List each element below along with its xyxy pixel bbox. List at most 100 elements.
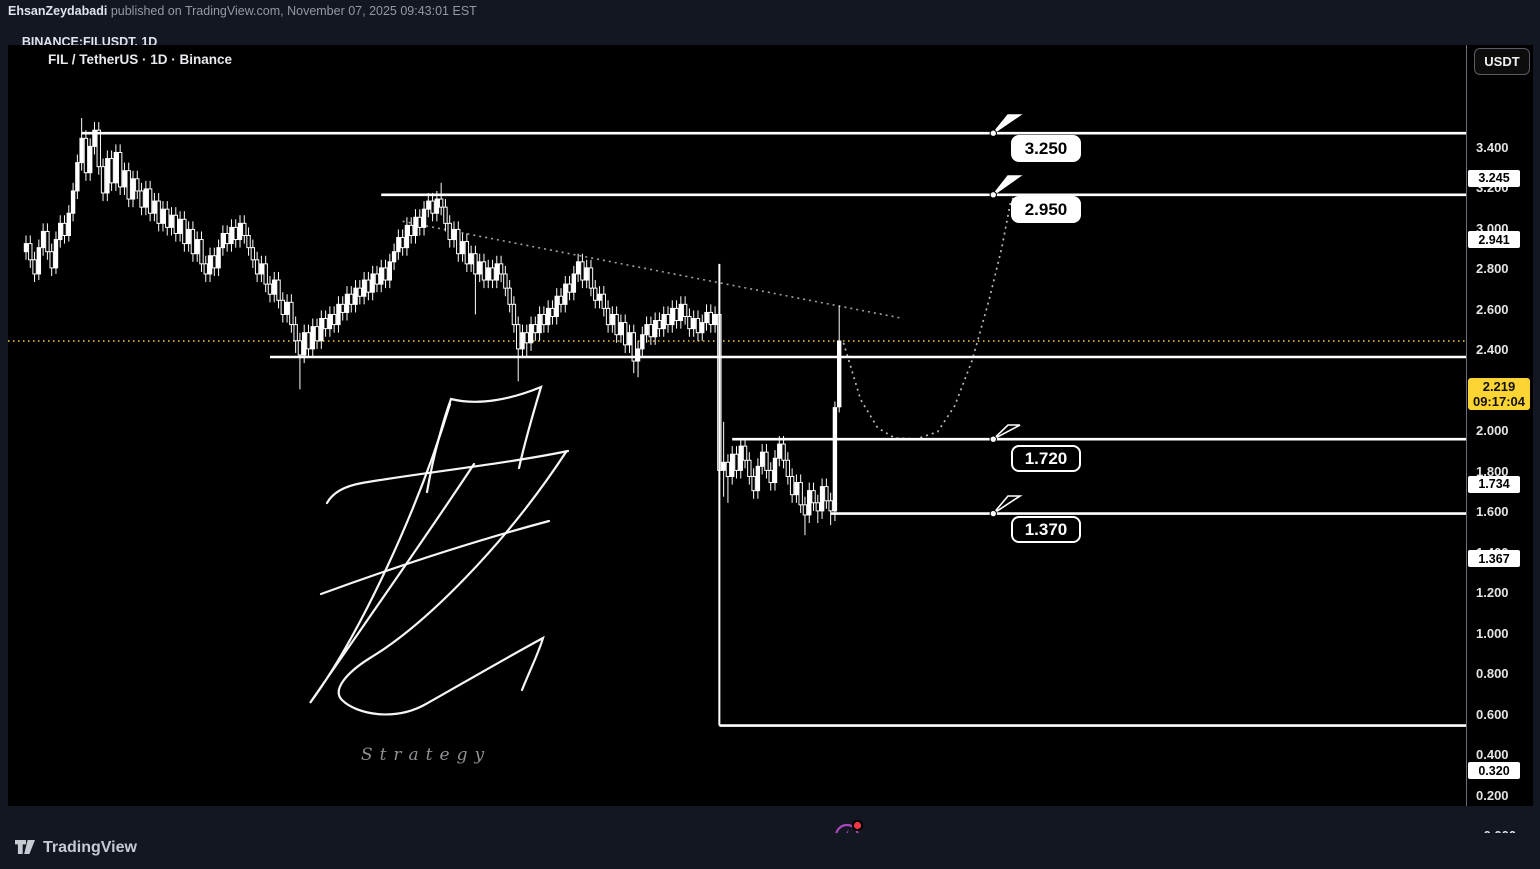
candle-body bbox=[267, 283, 273, 295]
price-callout[interactable]: 2.950 bbox=[1011, 196, 1081, 223]
candle-body bbox=[165, 208, 170, 228]
candle-body bbox=[481, 261, 487, 281]
candle-body bbox=[143, 188, 149, 208]
candle-body bbox=[468, 253, 474, 265]
candle-body bbox=[807, 490, 812, 516]
candle-body bbox=[379, 267, 384, 285]
callout-anchor-dot bbox=[989, 509, 997, 518]
candle-body bbox=[357, 287, 363, 297]
candle-body bbox=[507, 287, 512, 305]
candle-body bbox=[751, 475, 756, 492]
price-tick: 0.600 bbox=[1476, 706, 1509, 722]
candle-body bbox=[207, 255, 213, 275]
candle-body bbox=[657, 320, 662, 330]
candle-body bbox=[618, 322, 624, 336]
candle-body bbox=[45, 230, 50, 253]
candle-body bbox=[130, 178, 136, 200]
candle-body bbox=[563, 283, 568, 305]
candle-body bbox=[730, 453, 735, 477]
candle-body bbox=[53, 239, 59, 269]
candle-body bbox=[49, 251, 54, 269]
candle-body bbox=[319, 318, 324, 342]
candle-body bbox=[580, 261, 585, 281]
candle-body bbox=[824, 486, 829, 502]
candle-body bbox=[755, 465, 761, 492]
candle-body bbox=[687, 315, 692, 330]
candle-body bbox=[575, 261, 581, 275]
tradingview-logo-icon bbox=[15, 840, 35, 854]
candle-body bbox=[554, 295, 559, 317]
candle-body bbox=[712, 313, 718, 326]
candle-body bbox=[173, 214, 179, 234]
candle-body bbox=[237, 222, 243, 241]
candle-body bbox=[503, 273, 508, 289]
level-price-label: 1.734 bbox=[1468, 475, 1520, 493]
candle-body bbox=[640, 334, 645, 350]
candle-body bbox=[361, 279, 367, 297]
chart-pane[interactable]: FIL / TetherUS · 1D · Binance Strategy 3… bbox=[8, 45, 1540, 869]
level-price-label: 0.320 bbox=[1468, 762, 1520, 780]
callout-anchor-dot bbox=[989, 435, 997, 443]
candle-body bbox=[819, 486, 825, 512]
candle-body bbox=[276, 279, 281, 301]
candle-body bbox=[289, 301, 294, 326]
candle-body bbox=[447, 222, 452, 241]
candle-body bbox=[605, 307, 611, 326]
footer-bar: TradingView bbox=[0, 833, 1540, 869]
candle-body bbox=[36, 247, 42, 275]
price-tick: 3.400 bbox=[1476, 139, 1509, 155]
candle-body bbox=[62, 222, 67, 236]
candle-body bbox=[537, 313, 542, 334]
candle-body bbox=[511, 303, 517, 326]
candle-body bbox=[259, 263, 264, 275]
candle-body bbox=[781, 443, 786, 461]
candle-body bbox=[725, 461, 731, 477]
candle-body bbox=[430, 200, 435, 214]
candle-body bbox=[567, 283, 572, 293]
candle-body bbox=[627, 332, 632, 346]
price-tick: 0.200 bbox=[1476, 787, 1509, 803]
candle-body bbox=[477, 261, 482, 275]
candle-body bbox=[195, 239, 200, 255]
candlestick-plot bbox=[8, 114, 1466, 727]
tradingview-brand[interactable]: TradingView bbox=[14, 839, 137, 857]
candle-body bbox=[366, 279, 371, 293]
candle-body bbox=[32, 259, 37, 275]
candle-body bbox=[486, 267, 491, 281]
price-callout[interactable]: 1.370 bbox=[1011, 516, 1081, 543]
callout-anchor-dot bbox=[989, 129, 997, 137]
candle-body bbox=[837, 340, 842, 408]
candle-body bbox=[777, 443, 782, 459]
candle-body bbox=[610, 313, 615, 326]
candle-body bbox=[678, 303, 684, 322]
candle-body bbox=[528, 324, 534, 344]
price-callout[interactable]: 3.250 bbox=[1011, 135, 1081, 162]
candle-body bbox=[434, 198, 440, 214]
published-text: published on TradingView.com, November 0… bbox=[107, 4, 477, 18]
candle-body bbox=[704, 311, 709, 324]
candle-body bbox=[331, 313, 337, 326]
candle-body bbox=[421, 208, 427, 228]
price-axis[interactable]: USDT 3.4003.2003.0002.8002.6002.4002.200… bbox=[1466, 45, 1534, 843]
candle-body bbox=[738, 445, 743, 471]
level-price-label: 1.367 bbox=[1468, 550, 1520, 568]
candle-body bbox=[160, 208, 166, 224]
candle-body bbox=[533, 324, 538, 334]
candle-body bbox=[558, 295, 564, 305]
candle-body bbox=[109, 158, 114, 184]
price-callout[interactable]: 1.720 bbox=[1011, 445, 1081, 472]
currency-toggle-button[interactable]: USDT bbox=[1474, 48, 1530, 75]
candle-body bbox=[785, 459, 791, 477]
signature-watermark bbox=[309, 402, 476, 704]
last-price-value: 2.219 bbox=[1482, 379, 1516, 394]
candle-body bbox=[772, 457, 778, 484]
candle-body bbox=[413, 216, 418, 236]
candle-body bbox=[417, 216, 422, 228]
candle-body bbox=[794, 482, 799, 496]
signature-watermark bbox=[425, 385, 543, 494]
candle-body bbox=[177, 218, 183, 234]
last-price-label: 2.219 09:17:04 bbox=[1468, 378, 1530, 410]
candle-body bbox=[708, 311, 713, 326]
watermark-caption: Strategy bbox=[360, 745, 492, 765]
candle-body bbox=[426, 200, 431, 210]
